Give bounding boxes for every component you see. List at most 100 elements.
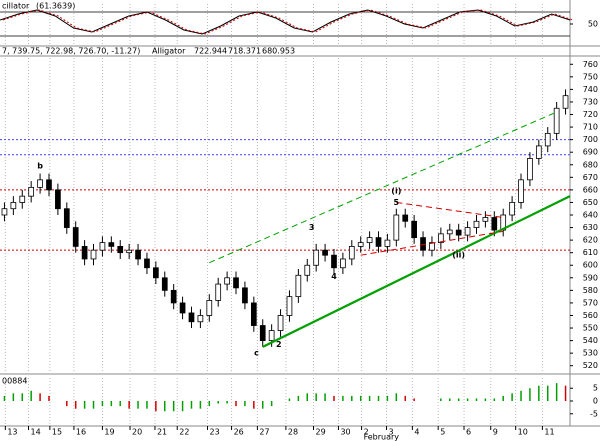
trend-line [209,111,557,264]
y-tick-label: 0 [593,397,598,406]
candle-body [28,186,35,197]
candle-body [10,202,17,210]
wave-label: b [37,162,43,171]
candle-body [161,277,168,291]
candle-body [224,277,230,285]
x-tick-label: 21 [157,428,167,437]
x-tick-label: 22 [179,428,189,437]
x-tick-label: 11 [544,428,554,437]
y-tick-label: 640 [583,211,598,220]
y-tick-label: 600 [583,261,598,270]
x-tick-label: 14 [31,428,41,437]
candle-body [535,145,542,159]
x-tick-label: 27 [259,428,269,437]
candle-body [72,227,79,247]
y-tick-label: 670 [583,173,598,182]
candle-body [473,220,480,228]
candle-body [527,158,533,181]
candle-body [215,283,222,301]
x-tick-label: 2 [364,428,369,437]
y-tick-label: 530 [583,349,598,358]
x-tick-label: 30 [340,428,350,437]
candle-body [170,289,177,304]
wave-label: (ii) [452,251,465,260]
y-tick-label: 630 [583,223,598,232]
wave-label: 3 [309,223,315,232]
wave-label: c [254,349,259,358]
candle-body [366,237,373,244]
trend-line [396,201,504,219]
candle-body [81,245,88,260]
candle-body [393,214,400,241]
y-tick-label: 610 [583,248,598,257]
y-tick-label: 570 [583,298,598,307]
candle-body [438,233,444,244]
candle-body [1,208,8,216]
indicator-name: Alligator [152,47,186,56]
candle-body [340,258,346,269]
x-tick-label: 23 [210,428,220,437]
candle-body [108,242,115,247]
y-tick-label: 580 [583,286,598,295]
y-tick-label: -5 [590,409,598,418]
month-label: February [364,433,400,441]
candle-body [99,242,106,251]
candle-body [135,249,141,260]
candle-body [375,237,382,247]
candle-body [268,330,275,342]
y-tick-label: 710 [583,123,598,132]
candle-body [277,315,284,331]
candle-body [37,179,43,188]
candle-body [179,302,186,314]
y-tick-label: 700 [583,135,598,144]
candle-body [544,132,551,147]
candle-body [402,214,409,222]
y-tick-label: 540 [583,336,598,345]
candle-body [322,249,328,256]
x-tick-label: 13 [7,428,17,437]
x-tick-label: 6 [466,428,471,437]
candle-body [464,227,471,236]
candle-body [46,179,52,191]
trend-line [262,195,571,348]
candle-body [518,179,524,203]
candle-body [509,202,515,216]
indicator-value: 680.953 [262,47,295,56]
candle-body [242,287,248,304]
candle-body [446,229,453,235]
candle-body [126,249,132,254]
candle-body [357,242,364,247]
wave-label: 4 [331,272,337,281]
wave-label: (i) [391,187,401,196]
candle-body [286,296,293,316]
trend-line [360,230,504,256]
x-tick-label: 19 [104,428,114,437]
candle-body [429,242,435,251]
y-tick-label: 760 [583,60,598,69]
x-tick-label: 10 [518,428,528,437]
x-tick-label: 28 [288,428,298,437]
wave-label: 2 [276,340,282,349]
y-tick-label: 50 [588,20,598,29]
candle-body [55,189,61,210]
x-tick-label: 16 [76,428,86,437]
candle-body [482,217,489,222]
x-tick-label: 4 [414,428,419,437]
y-tick-label: 560 [583,311,598,320]
y-tick-label: 650 [583,198,598,207]
y-tick-label: 5 [593,384,598,393]
candle-body [63,208,70,228]
indicator-value: 718.371 [228,47,261,56]
y-tick-label: 620 [583,236,598,245]
x-tick-label: 5 [440,428,445,437]
candle-body [411,220,417,239]
candle-body [384,239,391,247]
candle-body [197,315,204,323]
candle-body [562,95,569,109]
candle-body [19,195,26,203]
candle-body [553,107,560,134]
legend-value: (61.3639) [36,2,75,11]
y-tick-label: 730 [583,97,598,106]
